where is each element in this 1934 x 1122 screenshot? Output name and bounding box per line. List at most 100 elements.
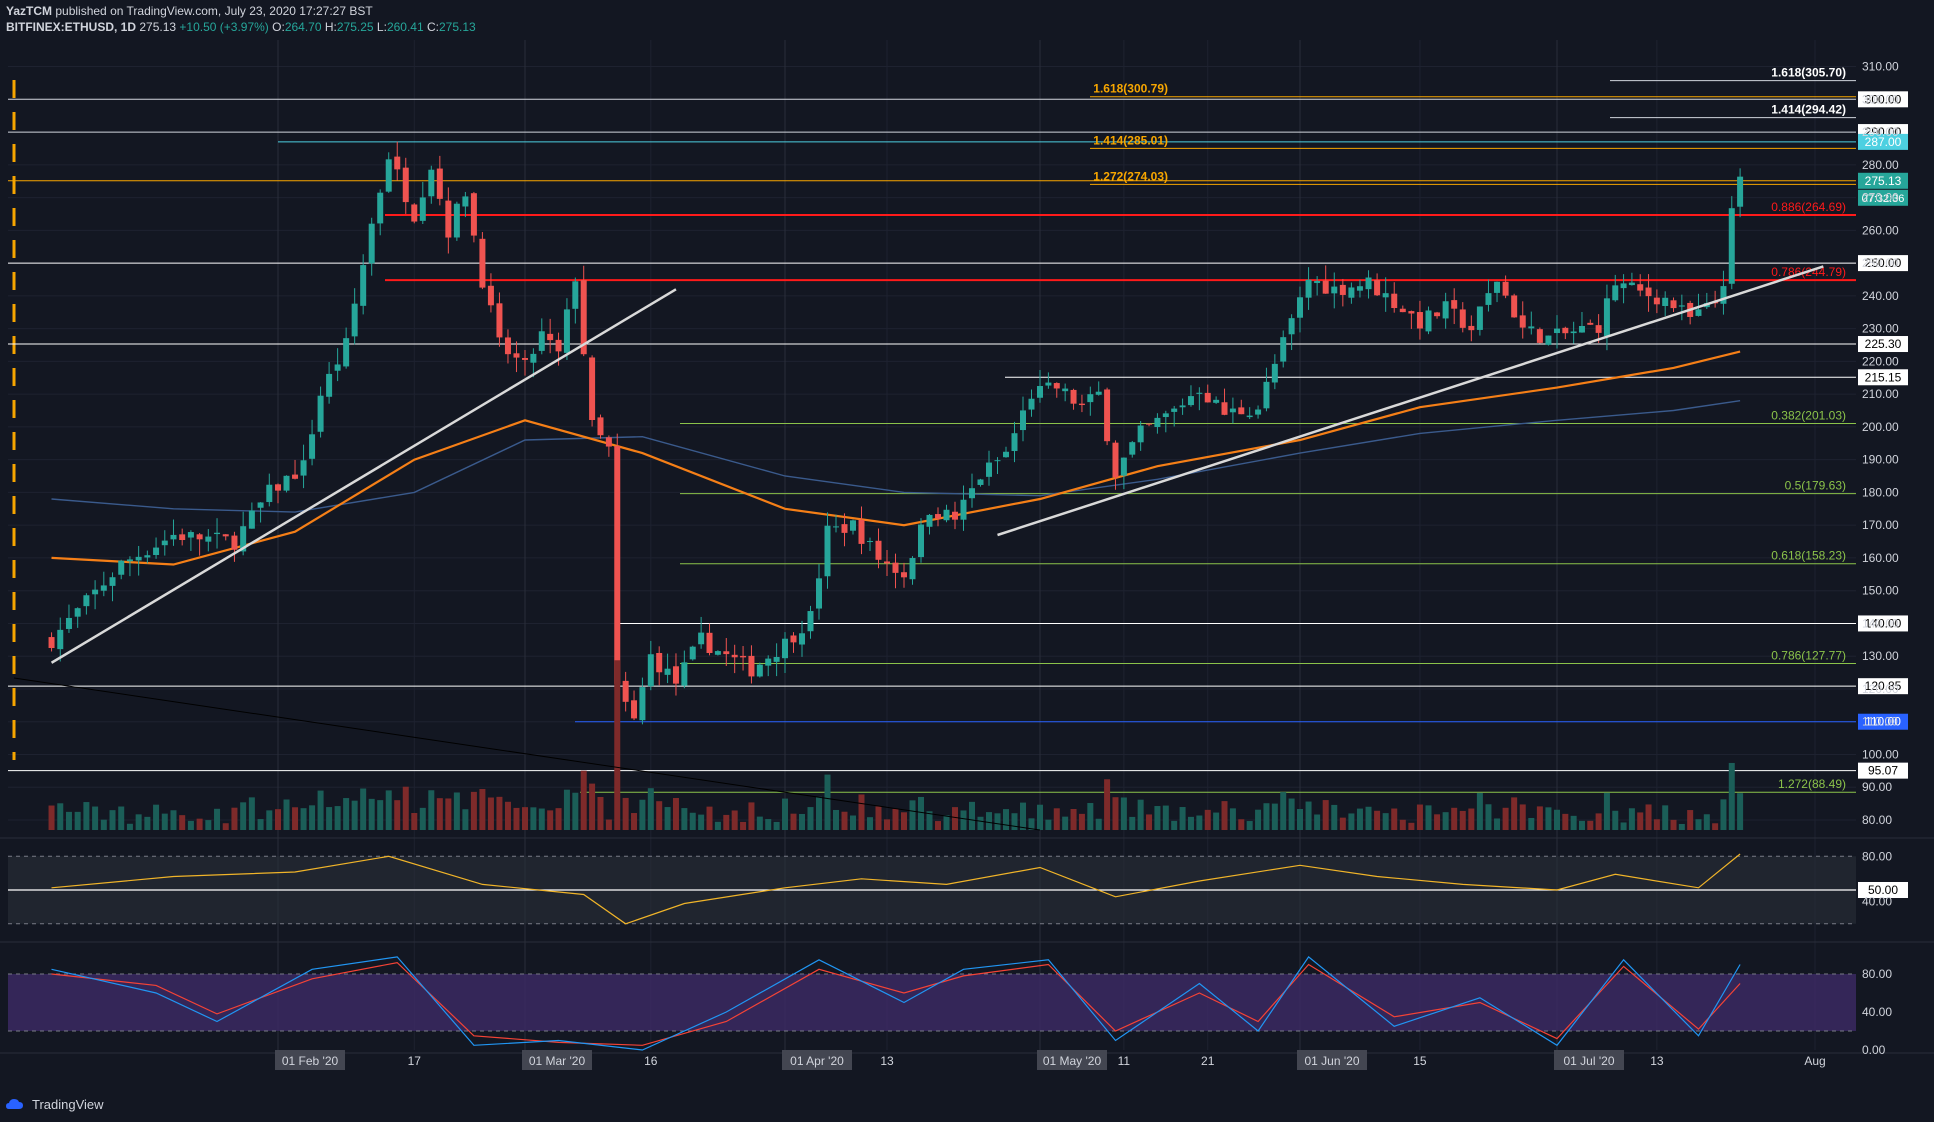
candle-body [360, 265, 367, 306]
candle-body [1348, 287, 1355, 298]
time-axis-label: Aug [1804, 1054, 1825, 1068]
volume-bar [1011, 813, 1018, 830]
candle-body [850, 520, 856, 531]
candle-body [943, 509, 950, 521]
volume-bar [100, 819, 107, 830]
volume-bar [1297, 809, 1303, 830]
volume-bar [109, 810, 116, 830]
candle-body [1229, 408, 1236, 413]
volume-bar [57, 803, 64, 830]
candle-body [1587, 322, 1594, 325]
candle-body [513, 353, 520, 358]
candle-body [935, 514, 941, 519]
candle-body [986, 462, 992, 477]
axis-level-tag [1858, 133, 1908, 150]
candle-body [875, 540, 882, 560]
candle-body [1562, 327, 1569, 334]
price-axis-tick: 140.00 [1862, 616, 1899, 630]
candle-body [436, 168, 443, 199]
candle-body [909, 558, 916, 580]
volume-bar [462, 809, 469, 830]
volume-bar [1120, 797, 1127, 830]
candle-body [1485, 293, 1492, 305]
volume-bar [402, 786, 409, 830]
price-axis-tick: 100.00 [1862, 747, 1899, 761]
volume-bar [1238, 819, 1245, 830]
axis-level-tag-text: 120.85 [1865, 679, 1902, 693]
volume-bar [153, 804, 160, 830]
volume-bar [1485, 804, 1492, 830]
candle-body [1213, 399, 1220, 403]
volume-bar [740, 821, 747, 830]
volume-bar [1459, 810, 1466, 830]
time-axis-label: 16 [644, 1054, 658, 1068]
time-axis-box [1297, 1050, 1367, 1070]
volume-bar [487, 797, 494, 830]
candle-body [926, 514, 933, 527]
volume-bar [672, 798, 679, 830]
candle-body [1171, 408, 1178, 412]
candle-body [1476, 306, 1483, 330]
candle-body [563, 309, 570, 353]
candle-body [1670, 300, 1677, 309]
volume-bar [1603, 792, 1610, 830]
volume-bar [428, 790, 435, 830]
volume-bar [664, 807, 671, 830]
volume-bar [639, 799, 646, 830]
volume-bar [824, 774, 831, 830]
candle-body [214, 532, 221, 535]
volume-bar [1314, 814, 1321, 830]
volume-bar [555, 808, 562, 830]
volume-bar [1442, 812, 1449, 830]
volume-bar [1637, 812, 1644, 830]
candle-body [1637, 284, 1644, 291]
symbol-label[interactable]: BITFINEX:ETHUSD, 1D [6, 20, 137, 34]
candle-body [1271, 363, 1278, 383]
volume-bar [1545, 807, 1552, 830]
volume-bar [773, 821, 780, 830]
candle-body [317, 395, 324, 432]
candle-body [48, 637, 55, 649]
volume-bar [909, 800, 916, 830]
candle-body [1331, 286, 1338, 294]
axis-level-tag-text: 95.07 [1868, 764, 1898, 778]
volume-bar [48, 805, 55, 830]
stoch-axis-tick: 80.00 [1862, 967, 1892, 981]
axis-level-tag-text: 225.30 [1865, 337, 1902, 351]
candle-body [572, 281, 579, 309]
candle-body [714, 651, 721, 655]
volume-bar [1129, 816, 1136, 830]
volume-bar [453, 792, 460, 830]
volume-bar [1339, 817, 1346, 830]
candle-body [1382, 293, 1389, 298]
open-label: O: [272, 20, 285, 34]
candle-body [1391, 293, 1398, 309]
candle-body [1678, 305, 1685, 307]
volume-bar [926, 811, 933, 830]
publisher-name[interactable]: YazTCM [6, 4, 53, 18]
candle-body [833, 526, 839, 528]
candle-body [479, 238, 486, 288]
candle-body [614, 445, 621, 684]
volume-bar [918, 796, 924, 830]
volume-bar [1612, 810, 1619, 830]
candle-body [74, 608, 81, 617]
candle-body [1434, 312, 1441, 317]
volume-bar [309, 805, 316, 830]
candle-body [222, 534, 229, 537]
candle-body [522, 357, 528, 360]
volume-bar [300, 808, 307, 830]
candle-body [706, 632, 713, 653]
volume-bar [1288, 798, 1295, 830]
candle-body [1187, 396, 1194, 406]
time-axis-box [782, 1050, 852, 1070]
tradingview-logo[interactable]: TradingView [6, 1094, 104, 1114]
price-axis-tick: 250.00 [1862, 256, 1899, 270]
candle-body [1528, 326, 1535, 329]
candle-body [504, 337, 511, 355]
rsi-line [51, 853, 1741, 925]
time-axis-label: 15 [1413, 1054, 1427, 1068]
trendline [997, 265, 1824, 537]
